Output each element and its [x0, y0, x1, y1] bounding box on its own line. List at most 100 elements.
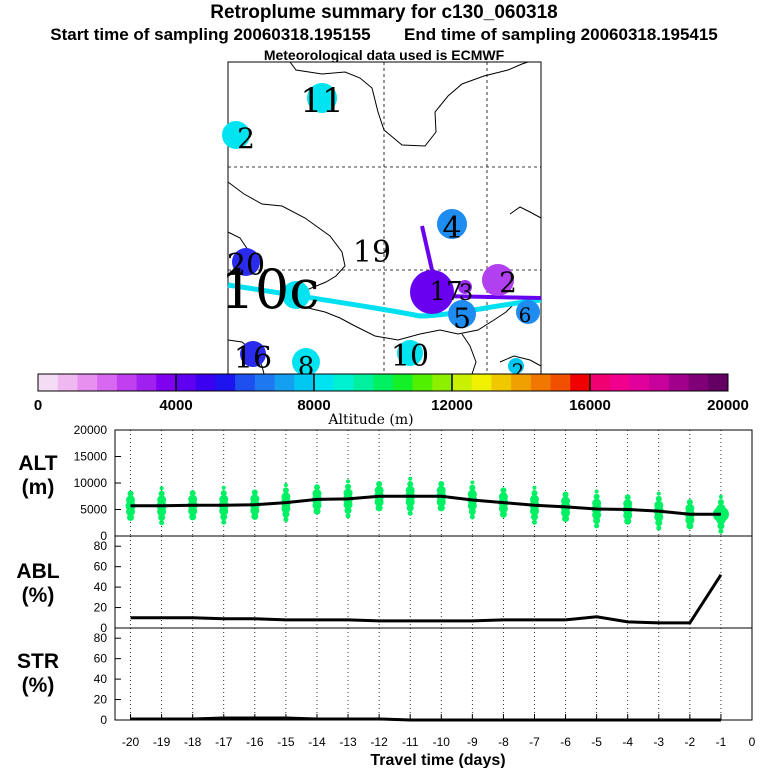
colorbar-tick-label: 12000: [431, 397, 473, 414]
colorbar-cell: [116, 374, 137, 391]
map-day-label: 17: [429, 277, 462, 307]
map-day-label: 10c: [221, 258, 320, 321]
map-altitude-circle: [397, 340, 423, 366]
panel-label: STR: [17, 650, 59, 673]
x-tick-label: -7: [529, 735, 540, 749]
y-tick-label: 60: [94, 652, 108, 666]
altitude-particle: [127, 490, 134, 497]
panel-str: 80 60 40 20 0 STR(%): [17, 627, 753, 727]
source-circle: [410, 270, 454, 314]
colorbar-cell: [235, 374, 256, 391]
map-frame: [227, 61, 542, 375]
colorbar-cell: [38, 374, 59, 391]
colorbar-cell: [294, 374, 315, 391]
altitude-particle: [343, 488, 353, 498]
colorbar-cell: [471, 374, 492, 391]
altitude-particle: [717, 499, 724, 506]
map-day-label: 10: [391, 339, 429, 374]
x-tick-label: -14: [308, 735, 326, 749]
map-altitude-circle: [232, 248, 260, 276]
y-tick-label: 20: [94, 693, 108, 707]
colorbar-tick-label: 8000: [297, 397, 330, 414]
x-tick-label: -20: [122, 735, 140, 749]
map-altitude-circle: [292, 348, 320, 376]
altitude-particle: [718, 494, 723, 499]
altitude-particle: [345, 483, 352, 490]
y-tick-label: 20: [94, 601, 108, 615]
x-axis-label: Travel time (days): [370, 752, 505, 768]
colorbar-cell: [570, 374, 591, 391]
panel-label: ALT: [18, 452, 57, 475]
map-day-label: 4: [442, 211, 461, 246]
colorbar-frame: [37, 373, 729, 392]
panel-unit: (%): [22, 674, 55, 697]
altitude-particle: [438, 481, 445, 488]
map-altitude-circle: [222, 121, 250, 149]
map-day-label: 5: [453, 302, 471, 335]
colorbar-tick-label: 16000: [569, 397, 611, 414]
panel-alt: 20000 15000 10000 5000 0 ALT(m): [18, 423, 753, 543]
altitude-colorbar: 0 4000 8000 12000 16000 20000 Altitude (m): [34, 373, 749, 428]
y-tick-label: 40: [94, 672, 108, 686]
start-time: Start time of sampling 20060318.195155: [50, 25, 371, 44]
colorbar-cell: [97, 374, 118, 391]
altitude-particle: [562, 491, 569, 498]
y-tick-label: 5000: [80, 503, 107, 517]
colorbar-cell: [254, 374, 275, 391]
x-tick-label: -8: [498, 735, 509, 749]
altitude-particle: [250, 494, 260, 504]
map-day-label: 2: [499, 266, 517, 299]
colorbar-tick-label: 4000: [159, 397, 192, 414]
colorbar-cell: [274, 374, 295, 391]
series-line-alt: [130, 494, 721, 516]
x-tick-label: -2: [685, 735, 696, 749]
map-altitude-circle: [458, 280, 472, 294]
colorbar-cell: [314, 374, 335, 391]
altitude-particle: [594, 489, 599, 494]
colorbar-cell: [176, 374, 197, 391]
panel-frame: [114, 535, 753, 629]
colorbar-cell: [353, 374, 374, 391]
y-tick-label: 0: [100, 621, 107, 635]
map-altitude-circle: [282, 281, 310, 309]
x-tick-label: -12: [370, 735, 388, 749]
altitude-particle: [529, 494, 539, 504]
panel-unit: (%): [22, 584, 55, 607]
altitude-particle: [407, 510, 413, 516]
altitude-particle: [282, 487, 289, 494]
altitude-particle: [221, 485, 226, 490]
altitude-particle: [469, 484, 476, 491]
colorbar-cell: [550, 374, 571, 391]
colorbar-cell: [609, 374, 630, 391]
colorbar-cell: [688, 374, 709, 391]
y-tick-label: 10000: [74, 476, 108, 490]
colorbar-cell: [412, 374, 433, 391]
x-tick-label: -1: [716, 735, 727, 749]
altitude-particle: [470, 480, 475, 485]
colorbar-tick-label: 0: [34, 397, 42, 414]
altitude-particle: [159, 520, 165, 526]
y-tick-label: 80: [94, 539, 108, 553]
altitude-particle: [654, 500, 664, 510]
altitude-particle: [281, 492, 291, 502]
colorbar-cell: [629, 374, 650, 391]
colorbar-cell: [432, 374, 453, 391]
altitude-particle: [407, 481, 414, 488]
altitude-particle: [655, 495, 662, 502]
altitude-particle: [189, 490, 196, 497]
y-tick-label: 0: [100, 713, 107, 727]
map-altitude-circle: [448, 300, 476, 328]
altitude-particle: [532, 485, 537, 490]
x-tick-label: -4: [622, 735, 633, 749]
page-title: Retroplume summary for c130_060318: [210, 2, 558, 23]
series-line-str: [130, 716, 721, 722]
map-altitude-circle: [307, 83, 337, 113]
altitude-particle: [656, 525, 662, 531]
colorbar-cell: [156, 374, 177, 391]
altitude-particle: [313, 484, 320, 491]
x-tick-label: -11: [402, 735, 419, 749]
altitude-particle: [283, 483, 288, 488]
x-tick-label: -19: [153, 735, 171, 749]
